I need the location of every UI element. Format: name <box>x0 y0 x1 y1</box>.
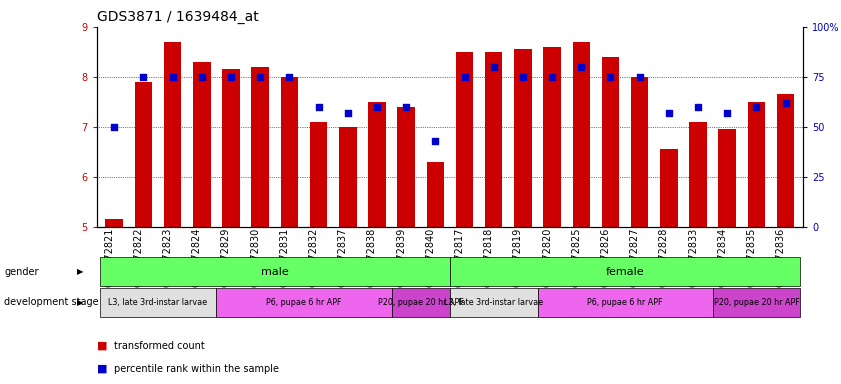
Bar <box>164 42 182 227</box>
Point <box>108 124 121 130</box>
Text: L3, late 3rd-instar larvae: L3, late 3rd-instar larvae <box>108 298 208 307</box>
Text: gender: gender <box>4 266 39 277</box>
Point <box>341 110 355 116</box>
Bar <box>426 162 444 227</box>
Bar <box>309 122 327 227</box>
Text: ▶: ▶ <box>77 298 84 307</box>
Text: L3, late 3rd-instar larvae: L3, late 3rd-instar larvae <box>444 298 543 307</box>
Point <box>662 110 675 116</box>
Text: male: male <box>261 266 288 277</box>
Bar <box>398 107 415 227</box>
Bar <box>99 257 450 286</box>
Text: female: female <box>606 266 644 277</box>
Point <box>721 110 734 116</box>
Text: P6, pupae 6 hr APF: P6, pupae 6 hr APF <box>267 298 341 307</box>
Point <box>749 104 763 110</box>
Point <box>604 74 617 80</box>
Bar <box>281 77 299 227</box>
Point <box>458 74 471 80</box>
Bar <box>450 257 801 286</box>
Bar <box>216 288 392 317</box>
Point <box>283 74 296 80</box>
Text: ■: ■ <box>97 364 107 374</box>
Point <box>574 64 588 70</box>
Point <box>253 74 267 80</box>
Point <box>545 74 558 80</box>
Bar <box>339 127 357 227</box>
Point <box>487 64 500 70</box>
Point <box>779 100 792 106</box>
Bar <box>251 67 269 227</box>
Point <box>312 104 325 110</box>
Text: percentile rank within the sample: percentile rank within the sample <box>114 364 278 374</box>
Text: transformed count: transformed count <box>114 341 204 351</box>
Point <box>137 74 151 80</box>
Bar <box>631 77 648 227</box>
Bar <box>450 288 537 317</box>
Bar <box>485 52 502 227</box>
Bar <box>543 47 561 227</box>
Point <box>516 74 530 80</box>
Text: ▶: ▶ <box>77 267 84 276</box>
Point <box>633 74 647 80</box>
Bar <box>601 57 619 227</box>
Bar <box>777 94 795 227</box>
Bar <box>368 102 386 227</box>
Bar <box>99 288 216 317</box>
Point <box>429 137 442 144</box>
Bar <box>537 288 712 317</box>
Bar <box>222 70 240 227</box>
Bar <box>690 122 706 227</box>
Bar <box>718 129 736 227</box>
Point <box>166 74 179 80</box>
Text: P20, pupae 20 hr APF: P20, pupae 20 hr APF <box>378 298 463 307</box>
Point <box>370 104 383 110</box>
Bar <box>573 42 590 227</box>
Bar <box>193 62 210 227</box>
Bar <box>748 102 765 227</box>
Point <box>225 74 238 80</box>
Bar <box>105 219 123 227</box>
Point <box>195 74 209 80</box>
Bar <box>514 49 532 227</box>
Bar <box>660 149 678 227</box>
Point <box>691 104 705 110</box>
Bar <box>392 288 450 317</box>
Text: development stage: development stage <box>4 297 99 308</box>
Bar <box>135 82 152 227</box>
Bar <box>456 52 473 227</box>
Point <box>399 104 413 110</box>
Text: ■: ■ <box>97 341 107 351</box>
Text: P6, pupae 6 hr APF: P6, pupae 6 hr APF <box>587 298 663 307</box>
Bar <box>712 288 801 317</box>
Text: P20, pupae 20 hr APF: P20, pupae 20 hr APF <box>713 298 799 307</box>
Text: GDS3871 / 1639484_at: GDS3871 / 1639484_at <box>97 10 258 25</box>
